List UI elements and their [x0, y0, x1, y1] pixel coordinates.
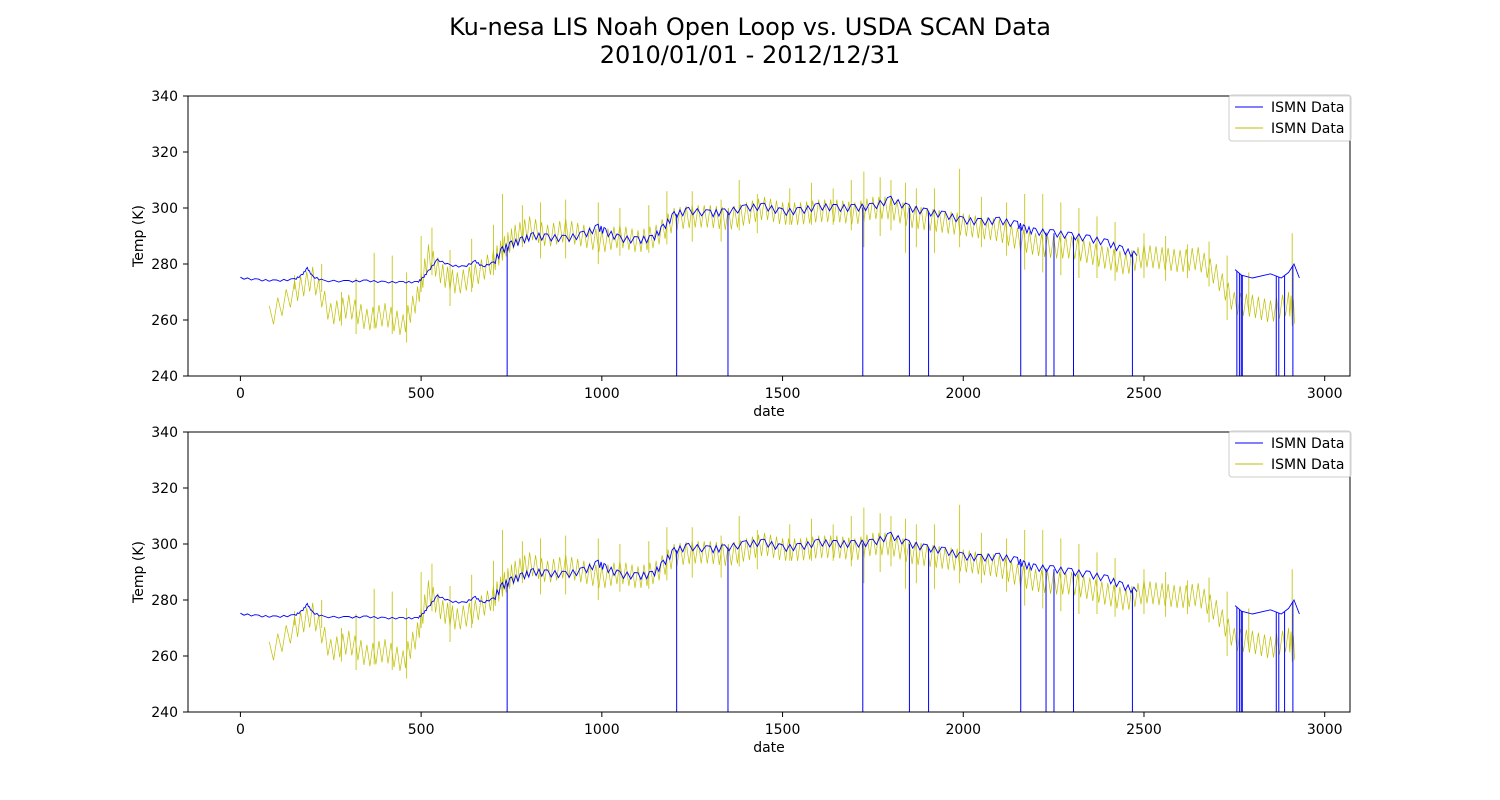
x-tick-label: 2500 — [1126, 722, 1162, 738]
series-blue-line — [240, 195, 1138, 284]
legend-entry: ISMN Data — [1271, 436, 1344, 452]
x-tick-label: 0 — [236, 722, 245, 738]
y-tick-label: 340 — [151, 425, 178, 441]
x-axis-label: date — [753, 740, 785, 756]
y-tick-label: 320 — [151, 145, 178, 161]
axes-frame — [187, 95, 1351, 377]
y-tick-label: 260 — [151, 649, 178, 665]
y-tick-label: 280 — [151, 257, 178, 273]
x-tick-label: 500 — [408, 386, 435, 402]
figure-title-line2: 2010/01/01 - 2012/12/31 — [600, 41, 901, 69]
series-blue-line-tail — [1234, 599, 1300, 615]
x-tick-label: 3000 — [1307, 386, 1343, 402]
y-tick-label: 340 — [151, 89, 178, 105]
x-tick-label: 0 — [236, 386, 245, 402]
y-tick-label: 260 — [151, 313, 178, 329]
plot-area — [240, 504, 1300, 712]
series-olive-line — [268, 532, 1295, 671]
x-tick-label: 2500 — [1126, 386, 1162, 402]
plot-area — [240, 168, 1300, 376]
y-axis-label: Temp (K) — [131, 541, 147, 604]
axes-frame — [187, 431, 1351, 713]
x-tick-label: 1500 — [765, 722, 801, 738]
x-tick-label: 3000 — [1307, 722, 1343, 738]
x-tick-label: 1500 — [765, 386, 801, 402]
subplot-bottom: 0 500 1000 1500 2000 2500 3000 240 260 280 300 320 3… — [131, 425, 1352, 756]
series-blue-line-tail — [1234, 263, 1300, 279]
y-axis-label: Temp (K) — [131, 205, 147, 268]
y-tick-label: 320 — [151, 481, 178, 497]
series-olive-line — [268, 196, 1295, 335]
x-tick-label: 1000 — [584, 386, 620, 402]
x-tick-label: 1000 — [584, 722, 620, 738]
x-tick-label: 500 — [408, 722, 435, 738]
legend-entry: ISMN Data — [1271, 121, 1344, 137]
y-tick-label: 240 — [151, 369, 178, 385]
x-tick-label: 2000 — [945, 722, 981, 738]
y-tick-label: 280 — [151, 593, 178, 609]
y-tick-label: 300 — [151, 537, 178, 553]
series-blue-line — [240, 531, 1138, 620]
subplot-top: 0 500 1000 1500 2000 2500 3000 240 260 280 300 320 3… — [131, 89, 1352, 420]
legend-entry: ISMN Data — [1271, 100, 1344, 116]
figure-title-line1: Ku-nesa LIS Noah Open Loop vs. USDA SCAN… — [449, 13, 1051, 41]
legend-entry: ISMN Data — [1271, 457, 1344, 473]
y-tick-label: 300 — [151, 201, 178, 217]
x-axis-label: date — [753, 404, 785, 420]
y-tick-label: 240 — [151, 705, 178, 721]
x-tick-label: 2000 — [945, 386, 981, 402]
